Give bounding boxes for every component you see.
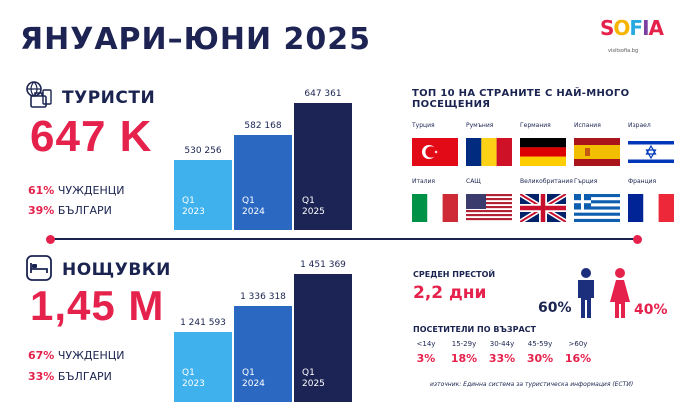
tourists-period-label-0: Q1 2023 <box>182 196 205 217</box>
male-icon <box>578 268 594 318</box>
age-range: >60y <box>568 340 588 348</box>
tourists-big-number: 647 K <box>30 112 153 161</box>
age-range: 45-59y <box>527 340 553 348</box>
nights-bar-2 <box>294 274 352 402</box>
nights-label: НОЩУВКИ <box>62 260 171 280</box>
tourists-value-label-2: 647 361 <box>304 89 342 99</box>
flag-us-icon <box>466 194 512 222</box>
age-percent: 33% <box>488 352 516 365</box>
nights-bar-chart: 1 241 593 Q1 2023 1 336 318 Q1 2024 1 451 369 Q… <box>174 256 360 402</box>
country-name-gr: Гърция <box>574 178 598 185</box>
logo-url: visitsofia.bg <box>608 48 639 54</box>
nights-period-label-2: Q1 2025 <box>302 368 325 389</box>
tourists-bar-0 <box>174 160 232 230</box>
age-percent: 16% <box>564 352 592 365</box>
nights-period-label-0: Q1 2023 <box>182 368 205 389</box>
flag-gr-icon <box>574 194 620 222</box>
page-title: ЯНУАРИ–ЮНИ 2025 <box>20 22 372 57</box>
flag-ro-icon <box>466 138 512 166</box>
flag-de-icon <box>520 138 566 166</box>
female-percent: 40% <box>634 302 668 318</box>
logo-letters: SOFIA <box>600 16 664 40</box>
age-percent: 30% <box>526 352 554 365</box>
flag-it-icon <box>412 194 458 222</box>
flag-tr-icon <box>412 138 458 166</box>
male-percent: 60% <box>538 300 572 316</box>
age-range: 30-44y <box>489 340 515 348</box>
top10-flags-grid: Турция Румъния Германия Испания Израел Италия… <box>412 122 682 232</box>
nights-period-label-1: Q1 2024 <box>242 368 265 389</box>
flag-fr-icon <box>628 194 674 222</box>
age-group-3: 45-59y 30% <box>522 340 558 365</box>
age-range: 15-29y <box>451 340 477 348</box>
flag-es-icon <box>574 138 620 166</box>
tourists-foreign: 61% ЧУЖДЕНЦИ <box>28 184 125 197</box>
country-name-gb: Великобритания <box>520 178 573 185</box>
flag-gb-icon <box>520 194 566 222</box>
country-name-il: Израел <box>628 122 651 129</box>
country-name-fr: Франция <box>628 178 657 185</box>
nights-value-label-2: 1 451 369 <box>300 260 346 270</box>
tourists-bar-2 <box>294 103 352 230</box>
top10-title: ТОП 10 НА СТРАНИТЕ С НАЙ-МНОГО ПОСЕЩЕНИЯ <box>412 88 630 110</box>
source-note: източник: Единна система за туристическа… <box>430 381 634 388</box>
age-group-2: 30-44y 33% <box>484 340 520 365</box>
average-stay-value: 2,2 дни <box>413 283 487 303</box>
nights-big-number: 1,45 M <box>30 282 165 329</box>
nights-foreign: 67% ЧУЖДЕНЦИ <box>28 349 125 362</box>
age-groups: <14y 3% 15-29y 18% 30-44y 33% 45-59y 30% >60y 16% <box>408 340 608 370</box>
tourists-value-label-1: 582 168 <box>244 121 282 131</box>
female-icon <box>610 268 630 318</box>
divider-dot-left <box>46 234 55 244</box>
age-percent: 3% <box>416 352 436 365</box>
country-name-tr: Турция <box>412 122 435 129</box>
tourists-period-label-1: Q1 2024 <box>242 196 265 217</box>
country-name-de: Германия <box>520 122 551 129</box>
country-name-es: Испания <box>574 122 601 129</box>
tourists-label: ТУРИСТИ <box>62 88 156 108</box>
divider-dot-right <box>633 234 642 244</box>
country-name-it: Италия <box>412 178 436 185</box>
age-group-1: 15-29y 18% <box>446 340 482 365</box>
nights-bulgarian: 33% БЪЛГАРИ <box>28 370 112 383</box>
nights-bar-0 <box>174 332 232 402</box>
section-divider <box>46 234 642 244</box>
nights-value-label-1: 1 336 318 <box>240 292 286 302</box>
average-stay-label: СРЕДЕН ПРЕСТОЙ <box>413 270 496 279</box>
nights-bar-1 <box>234 306 292 402</box>
bed-icon <box>26 255 52 281</box>
tourists-bar-1 <box>234 135 292 230</box>
age-title: ПОСЕТИТЕЛИ ПО ВЪЗРАСТ <box>413 325 536 334</box>
tourists-bar-chart: 530 256 Q1 2023 582 168 Q1 2024 647 361 Q1 2025 <box>174 85 360 230</box>
country-name-ro: Румъния <box>466 122 494 129</box>
age-percent: 18% <box>450 352 478 365</box>
tourists-value-label-0: 530 256 <box>184 146 222 156</box>
age-group-0: <14y 3% <box>408 340 444 365</box>
visit-sofia-logo[interactable]: SOFIA visitsofia.bg <box>600 12 664 58</box>
tourists-bulgarian: 39% БЪЛГАРИ <box>28 204 112 217</box>
country-name-us: САЩ <box>466 178 481 185</box>
nights-value-label-0: 1 241 593 <box>180 318 226 328</box>
age-range: <14y <box>416 340 436 348</box>
tourists-period-label-2: Q1 2025 <box>302 196 325 217</box>
flag-il-icon <box>628 138 674 166</box>
age-group-4: >60y 16% <box>560 340 596 365</box>
tourist-luggage-icon <box>26 81 52 108</box>
